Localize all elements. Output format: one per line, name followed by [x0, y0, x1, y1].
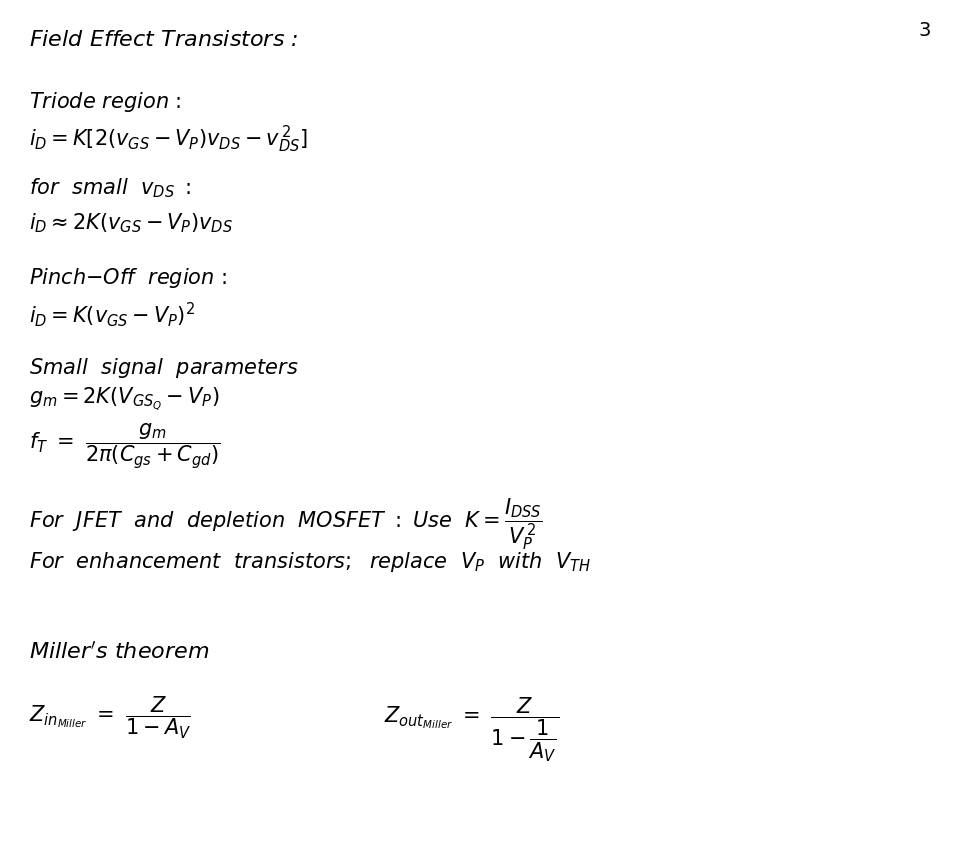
Text: $g_m = 2K(V_{GS_Q} - V_P)$: $g_m = 2K(V_{GS_Q} - V_P)$ [29, 385, 219, 412]
Text: $\it{Field\ Effect\ Transistors}$ :: $\it{Field\ Effect\ Transistors}$ : [29, 30, 299, 49]
Text: $i_D = K(v_{GS} - V_P)^2$: $i_D = K(v_{GS} - V_P)^2$ [29, 300, 195, 329]
Text: $f_T\ =\ \dfrac{g_m}{2\pi(C_{gs}+C_{gd})}$: $f_T\ =\ \dfrac{g_m}{2\pi(C_{gs}+C_{gd})… [29, 421, 221, 470]
Text: $\it{for\ \ small}\ \ v_{DS}\ :$: $\it{for\ \ small}\ \ v_{DS}\ :$ [29, 176, 191, 200]
Text: $\it{Triode\ region}$ :: $\it{Triode\ region}$ : [29, 89, 181, 113]
Text: $\it{Small\ \ signal\ \ parameters}$: $\it{Small\ \ signal\ \ parameters}$ [29, 355, 299, 379]
Text: $Z_{out_{Miller}}\ =\ \dfrac{Z}{1-\dfrac{1}{A_V}}$: $Z_{out_{Miller}}\ =\ \dfrac{Z}{1-\dfrac… [384, 694, 559, 763]
Text: 3: 3 [919, 21, 931, 40]
Text: $Z_{in_{Miller}}\ =\ \dfrac{Z}{1-A_V}$: $Z_{in_{Miller}}\ =\ \dfrac{Z}{1-A_V}$ [29, 694, 191, 740]
Text: $i_D = K[2(v_{GS} - V_P)v_{DS} - v_{DS}^{\,2}]$: $i_D = K[2(v_{GS} - V_P)v_{DS} - v_{DS}^… [29, 124, 307, 155]
Text: $\it{Pinch{-}Off\ \ region}$ :: $\it{Pinch{-}Off\ \ region}$ : [29, 266, 228, 290]
Text: $\it{For\ \ JFET\ \ and\ \ depletion\ \ MOSFET}$$\ :\ \it{Use}\ \ K = \dfrac{I_{: $\it{For\ \ JFET\ \ and\ \ depletion\ \ … [29, 496, 542, 551]
Text: $\it{Miller's\ theorem}$: $\it{Miller's\ theorem}$ [29, 641, 209, 662]
Text: $i_D \approx 2K(v_{GS} - V_P)v_{DS}$: $i_D \approx 2K(v_{GS} - V_P)v_{DS}$ [29, 211, 232, 235]
Text: $\it{For\ \ enhancement\ \ transistors;\ \ replace}\ \ V_P\ \ \it{with}\ \ V_{TH: $\it{For\ \ enhancement\ \ transistors;\… [29, 550, 591, 573]
